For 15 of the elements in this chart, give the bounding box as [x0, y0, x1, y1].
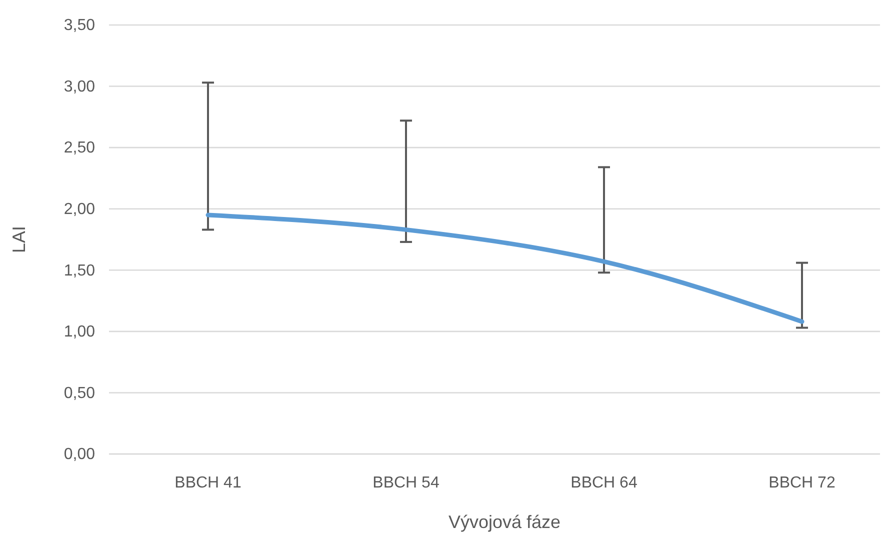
- y-tick-label: 1,00: [64, 324, 96, 341]
- y-tick-label: 2,50: [64, 140, 96, 157]
- y-tick-label: 0,50: [64, 384, 96, 402]
- y-tick-label: 3,00: [64, 78, 96, 96]
- y-tick-label: 2,00: [64, 200, 96, 218]
- line-series: [206, 212, 804, 324]
- x-tick-label: BBCH 64: [570, 474, 638, 492]
- y-tick-label: 0,00: [64, 446, 96, 464]
- y-tick-label: 1,50: [64, 262, 96, 280]
- x-tick-label: BBCH 54: [372, 474, 440, 492]
- x-axis-title: Vývojová fáze: [448, 512, 561, 532]
- y-tick-label: 3,50: [64, 17, 96, 34]
- x-tick-label: BBCH 72: [768, 474, 836, 492]
- y-axis-title: LAI: [9, 226, 29, 254]
- x-tick-label: BBCH 41: [174, 474, 242, 492]
